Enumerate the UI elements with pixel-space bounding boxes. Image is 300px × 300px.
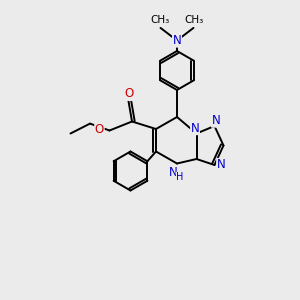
- Text: H: H: [176, 172, 184, 182]
- Text: CH₃: CH₃: [151, 15, 170, 26]
- Text: N: N: [172, 34, 182, 47]
- Text: N: N: [217, 158, 226, 172]
- Text: O: O: [124, 87, 133, 101]
- Text: N: N: [169, 166, 178, 179]
- Text: CH₃: CH₃: [184, 15, 203, 26]
- Text: N: N: [212, 114, 220, 127]
- Text: N: N: [190, 122, 200, 135]
- Text: O: O: [95, 123, 104, 136]
